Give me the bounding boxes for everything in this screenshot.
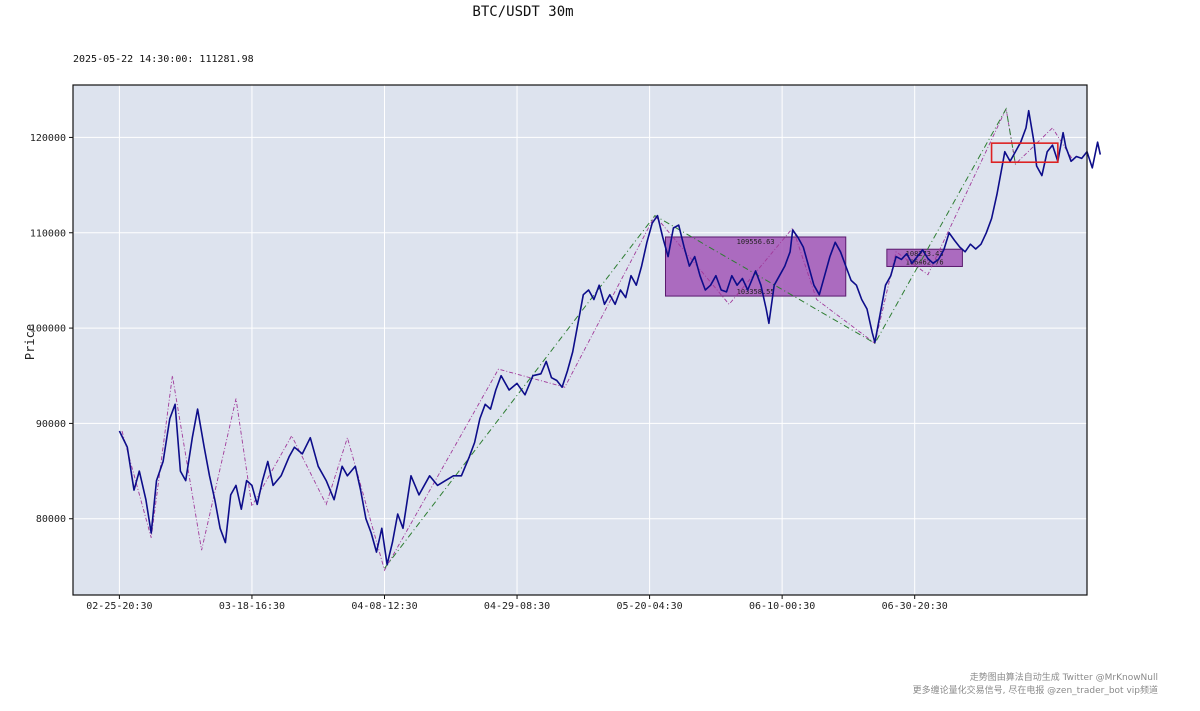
- y-tick-label: 90000: [36, 419, 66, 430]
- axis-ticks: 80000 90000 100000 110000 120000 02-25-20:30 0…: [30, 133, 948, 612]
- x-tick-label: 06-30-20:30: [882, 601, 948, 612]
- x-tick-label: 04-29-08:30: [484, 601, 550, 612]
- x-tick-label: 04-08-12:30: [351, 601, 417, 612]
- footer-line-1: 走势图由算法自动生成 Twitter @MrKnowNull: [969, 673, 1158, 683]
- footer-watermark: 走势图由算法自动生成 Twitter @MrKnowNull 更多缠论量化交易信…: [913, 672, 1158, 698]
- y-axis-label: Price: [23, 324, 37, 360]
- zone-top-label: 109556.63: [737, 238, 775, 246]
- footer-line-2: 更多缠论量化交易信号, 尽在电报 @zen_trader_bot vip频道: [912, 686, 1158, 696]
- zone-bottom-label: 103358.55: [737, 288, 775, 296]
- recent-range-box: [990, 142, 1059, 164]
- y-tick-label: 110000: [30, 228, 66, 239]
- x-tick-label: 05-20-04:30: [616, 601, 682, 612]
- x-tick-label: 03-18-16:30: [219, 601, 285, 612]
- recent-range-rect: [990, 142, 1059, 164]
- x-tick-label: 02-25-20:30: [86, 601, 152, 612]
- y-tick-label: 100000: [30, 324, 66, 335]
- pivot-zone: [886, 248, 963, 267]
- zigzag-minor-line: [121, 107, 1075, 572]
- x-tick-label: 06-10-00:30: [749, 601, 815, 612]
- y-tick-label: 80000: [36, 514, 66, 525]
- grid-lines: [73, 85, 1087, 595]
- price-line: [118, 109, 1102, 566]
- zigzag-major-line: [384, 107, 1016, 569]
- price-series: [118, 109, 1102, 566]
- plot-frame: [72, 84, 1088, 596]
- pivot-zone: [664, 236, 847, 297]
- info-readout: 2025-05-22 14:30:00: 111281.98: [73, 54, 254, 65]
- zone-bottom-label: 106462.76: [906, 258, 944, 266]
- plot-background: [73, 85, 1087, 595]
- y-tick-label: 120000: [30, 133, 66, 144]
- zigzag-lines: [121, 107, 1075, 572]
- chart-title: BTC/USDT 30m: [472, 4, 574, 20]
